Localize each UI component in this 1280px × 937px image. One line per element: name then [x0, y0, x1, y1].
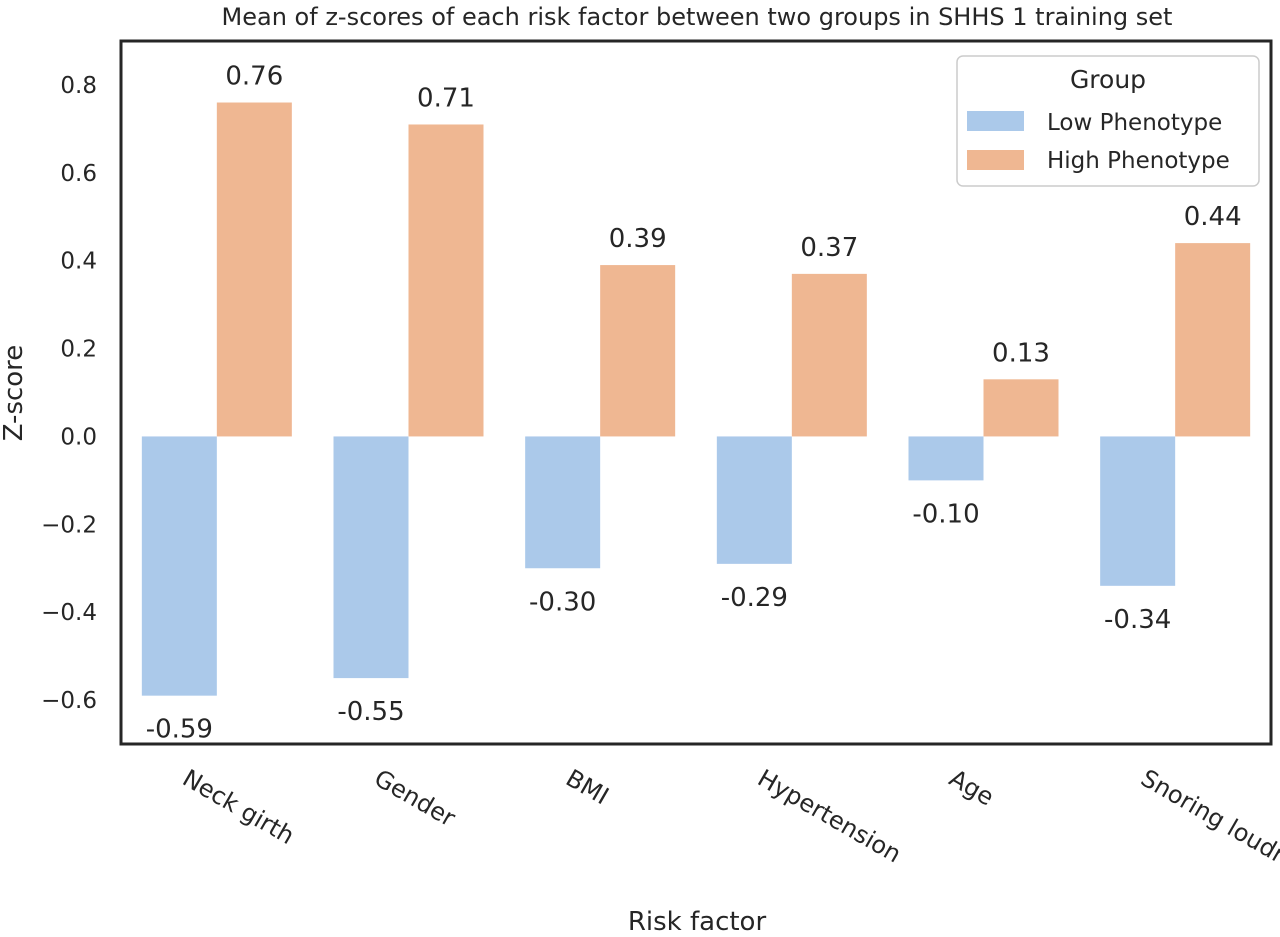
x-tick-label: Gender [370, 764, 461, 833]
x-tick-label: Age [945, 764, 999, 811]
bar-low-age [908, 436, 984, 481]
plot-frame [119, 39, 1273, 746]
y-tick-label: 0.4 [60, 249, 97, 275]
bar-high-age [983, 379, 1059, 437]
x-tick-label: Hypertension [753, 764, 906, 869]
data-label: -0.29 [721, 583, 788, 613]
x-axis-label: Risk factor [628, 907, 767, 937]
legend: Group Low Phenotype High Phenotype [956, 55, 1260, 187]
y-axis-label: Z-score [0, 345, 29, 442]
legend-title: Group [1070, 65, 1146, 94]
legend-swatch-low-phenotype [967, 111, 1024, 131]
y-tick-label: −0.4 [41, 600, 97, 626]
data-label: -0.34 [1104, 605, 1171, 635]
data-label: 0.44 [1184, 202, 1242, 232]
legend-swatch-high-phenotype [967, 150, 1024, 170]
bar-low-snoring-loudness [1100, 436, 1176, 586]
y-tick-label: 0.6 [60, 161, 97, 187]
data-label: 0.76 [225, 62, 283, 92]
y-tick-label: −0.2 [41, 512, 97, 538]
data-label: 0.37 [800, 233, 858, 263]
data-label: 0.71 [417, 83, 475, 113]
data-label: -0.10 [912, 499, 979, 529]
y-axis: −0.6 −0.4 −0.2 0.0 0.2 0.4 0.6 0.8 [41, 73, 97, 714]
bar-high-gender [408, 124, 484, 437]
bar-high-bmi [600, 265, 676, 437]
bar-high-snoring-loudness [1175, 243, 1251, 437]
y-tick-label: 0.0 [60, 424, 97, 450]
x-tick-label: Snoring loudness [1136, 764, 1280, 892]
data-label: -0.59 [146, 715, 213, 745]
y-tick-label: 0.2 [60, 337, 97, 363]
data-label: 0.13 [992, 338, 1050, 368]
bar-high-neck-girth [216, 102, 292, 437]
bar-low-gender [333, 436, 409, 679]
legend-label-low-phenotype: Low Phenotype [1047, 110, 1222, 136]
legend-box [956, 55, 1260, 187]
bars [141, 102, 1251, 696]
x-axis: Neck girth Gender BMI Hypertension Age Snorin… [178, 764, 1280, 892]
data-label: 0.39 [609, 224, 667, 254]
bar-low-hypertension [716, 436, 792, 564]
x-tick-label: Neck girth [178, 764, 299, 850]
data-labels: -0.59 -0.55 -0.30 -0.29 -0.10 -0.34 0.76 0.71 0.… [146, 62, 1242, 745]
chart-title: Mean of z-scores of each risk factor bet… [222, 3, 1173, 31]
bar-low-bmi [525, 436, 601, 569]
y-tick-label: 0.8 [60, 73, 97, 99]
y-tick-label: −0.6 [41, 688, 97, 714]
x-tick-label: BMI [561, 764, 613, 810]
bar-high-hypertension [791, 273, 867, 437]
bar-low-neck-girth [141, 436, 217, 696]
legend-label-high-phenotype: High Phenotype [1047, 148, 1230, 174]
data-label: -0.55 [337, 697, 404, 727]
data-label: -0.30 [529, 587, 596, 617]
